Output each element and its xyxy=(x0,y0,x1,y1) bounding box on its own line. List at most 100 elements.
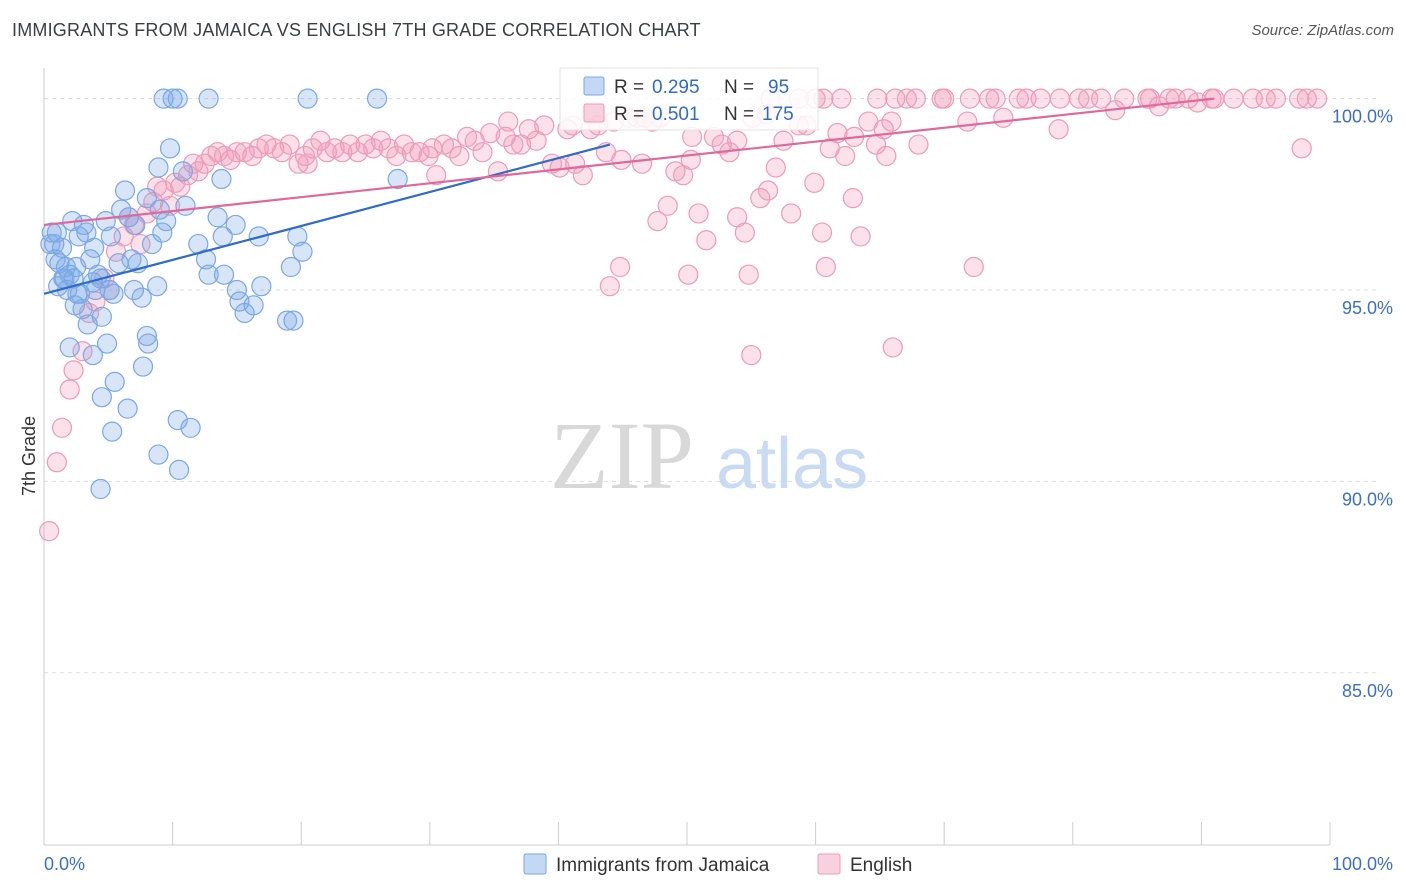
stats-r-label-1: R = xyxy=(614,77,644,98)
point-jamaica xyxy=(40,233,61,255)
stats-legend: R = 0.295 N = 95 R = 0.501 N = 175 xyxy=(559,67,819,131)
point-jamaica xyxy=(96,333,118,354)
point-jamaica xyxy=(73,214,94,236)
point-jamaica xyxy=(51,237,73,258)
point-jamaica xyxy=(95,211,116,232)
point-english xyxy=(741,344,762,366)
point-english xyxy=(153,180,174,201)
point-jamaica xyxy=(175,195,196,216)
point-english xyxy=(39,521,60,542)
point-english xyxy=(370,130,392,151)
point-english xyxy=(815,256,836,278)
point-english xyxy=(765,157,786,178)
point-english xyxy=(985,88,1006,109)
point-jamaica xyxy=(292,241,313,262)
point-jamaica xyxy=(280,256,302,278)
point-english xyxy=(885,88,906,109)
stats-n-value-1: 95 xyxy=(768,77,789,98)
stats-swatch-jamaica xyxy=(583,76,605,96)
point-english xyxy=(1187,92,1208,113)
point-english xyxy=(297,153,318,174)
point-english xyxy=(378,138,399,159)
point-english xyxy=(773,130,794,151)
point-english xyxy=(959,88,981,109)
point-jamaica xyxy=(159,138,181,159)
point-english xyxy=(993,107,1014,128)
point-jamaica xyxy=(141,233,163,255)
point-english xyxy=(347,142,368,163)
point-jamaica xyxy=(104,371,125,392)
point-jamaica xyxy=(198,88,219,109)
point-jamaica xyxy=(100,226,121,247)
point-english xyxy=(1289,88,1310,109)
stats-n-label-2: N = xyxy=(724,104,754,125)
stats-legend-box xyxy=(559,67,819,131)
point-english xyxy=(170,176,191,197)
point-jamaica xyxy=(102,421,123,442)
point-english xyxy=(1255,88,1276,109)
point-english xyxy=(1008,88,1029,109)
point-jamaica xyxy=(276,310,298,331)
y-tick-label: 95.0% xyxy=(1342,298,1393,318)
point-english xyxy=(1048,119,1069,140)
x-tick-label: 0.0% xyxy=(44,854,85,874)
point-jamaica xyxy=(167,410,188,431)
point-english xyxy=(804,172,825,193)
point-jamaica xyxy=(172,161,193,182)
point-english xyxy=(657,195,678,216)
point-jamaica xyxy=(68,226,89,247)
point-jamaica xyxy=(114,180,136,201)
point-english xyxy=(811,222,833,243)
point-jamaica xyxy=(211,168,232,190)
point-jamaica xyxy=(251,276,272,297)
point-english xyxy=(757,180,779,201)
point-english xyxy=(979,88,1000,109)
point-english xyxy=(647,211,668,232)
grid-lines xyxy=(44,98,1380,674)
point-english xyxy=(294,145,316,167)
point-english xyxy=(213,145,235,167)
point-english xyxy=(1291,138,1312,159)
point-english xyxy=(1307,88,1328,109)
point-english xyxy=(480,122,501,144)
point-jamaica xyxy=(125,214,146,236)
point-jamaica xyxy=(131,287,152,308)
point-english xyxy=(678,264,699,285)
series-jamaica-points xyxy=(40,88,408,500)
trend-lines xyxy=(43,97,1215,295)
point-english xyxy=(831,88,852,109)
point-english xyxy=(882,337,903,358)
point-jamaica xyxy=(148,444,169,465)
point-english xyxy=(957,111,978,132)
point-english xyxy=(610,256,631,278)
point-jamaica xyxy=(167,88,188,109)
point-english xyxy=(963,256,984,278)
chart-title: IMMIGRANTS FROM JAMAICA VS ENGLISH 7TH G… xyxy=(12,20,701,40)
x-tick-label: 100.0% xyxy=(1332,854,1393,874)
stats-n-label-1: N = xyxy=(724,77,754,98)
point-jamaica xyxy=(162,88,183,109)
point-jamaica xyxy=(207,207,228,228)
point-jamaica xyxy=(213,264,235,285)
point-english xyxy=(696,230,717,251)
point-english xyxy=(881,111,902,132)
point-jamaica xyxy=(64,295,85,316)
legend-swatch-jamaica xyxy=(523,853,547,875)
point-jamaica xyxy=(152,222,173,243)
point-english xyxy=(226,142,247,163)
point-jamaica xyxy=(77,314,98,335)
point-jamaica xyxy=(387,168,408,190)
point-english xyxy=(363,138,384,159)
point-jamaica xyxy=(136,188,157,209)
y-tick-label: 85.0% xyxy=(1342,681,1393,701)
point-jamaica xyxy=(123,279,145,301)
point-english xyxy=(472,142,493,163)
point-english xyxy=(518,119,539,140)
legend-label-english: English xyxy=(850,855,912,876)
point-english xyxy=(534,115,555,136)
series-legend: Immigrants from Jamaica English xyxy=(523,853,912,876)
point-jamaica xyxy=(90,478,111,500)
point-english xyxy=(781,203,802,224)
point-english xyxy=(750,188,771,209)
point-english xyxy=(1165,88,1186,109)
